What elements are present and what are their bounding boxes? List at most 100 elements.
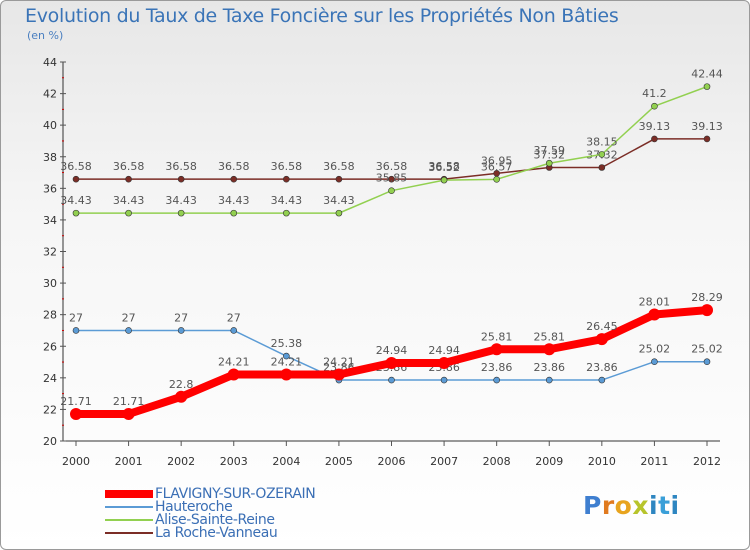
data-label: 37.59	[534, 144, 566, 157]
data-label: 21.71	[113, 395, 145, 408]
data-point	[493, 376, 500, 384]
proxiti-logo: Proxiti	[583, 491, 680, 520]
data-label: 36.58	[428, 160, 460, 173]
data-label: 34.43	[165, 194, 197, 207]
data-label: 36.58	[165, 160, 197, 173]
data-label: 37.32	[534, 148, 566, 161]
data-label: 34.43	[60, 194, 92, 207]
data-point	[72, 175, 80, 183]
data-point	[385, 356, 398, 369]
data-point	[545, 376, 553, 384]
data-point	[335, 209, 343, 217]
x-tick-label: 2005	[325, 455, 353, 468]
data-point	[438, 356, 451, 369]
data-label: 25.38	[271, 337, 303, 350]
data-point	[125, 175, 132, 183]
data-point	[72, 327, 80, 334]
legend-swatch	[105, 490, 153, 498]
data-point	[545, 159, 553, 167]
data-point	[230, 175, 238, 183]
data-label: 39.13	[691, 120, 723, 133]
legend-swatch	[105, 519, 153, 521]
data-label: 36.95	[481, 154, 513, 167]
data-point	[598, 151, 606, 158]
x-tick-label: 2002	[167, 455, 195, 468]
data-point	[283, 352, 290, 360]
legend-swatch	[105, 532, 153, 534]
data-label: 36.58	[60, 160, 92, 173]
data-point	[335, 175, 343, 183]
data-label: 25.02	[691, 343, 723, 356]
data-point	[125, 327, 132, 334]
data-point	[490, 343, 503, 356]
data-point	[703, 135, 711, 143]
data-label: 21.71	[60, 395, 92, 408]
data-label: 25.81	[481, 330, 513, 343]
x-tick-label: 2011	[640, 455, 668, 468]
data-point	[703, 358, 711, 366]
y-tick-label: 40	[43, 119, 57, 132]
data-label: 27	[69, 311, 83, 324]
data-label: 24.94	[376, 344, 408, 357]
data-point	[701, 304, 713, 317]
data-label: 38.15	[586, 135, 618, 148]
legend-label: Hauteroche	[155, 499, 233, 515]
y-tick-label: 32	[43, 246, 57, 259]
data-label: 25.81	[534, 330, 566, 343]
data-label: 36.58	[323, 160, 355, 173]
data-label: 36.58	[218, 160, 250, 173]
x-tick-label: 2008	[483, 455, 511, 468]
legend-label: La Roche-Vanneau	[155, 525, 278, 541]
y-tick-label: 20	[43, 435, 57, 448]
x-tick-label: 2003	[220, 455, 248, 468]
data-label: 24.94	[428, 344, 460, 357]
data-label: 34.43	[323, 194, 355, 207]
data-label: 27	[227, 311, 241, 324]
data-point	[388, 175, 395, 183]
data-label: 42.44	[691, 68, 723, 81]
data-point	[595, 333, 608, 346]
data-label: 22.8	[169, 378, 194, 391]
data-point	[283, 209, 290, 217]
data-label: 39.13	[639, 120, 671, 133]
data-label: 41.2	[642, 87, 667, 100]
data-point	[283, 175, 290, 183]
y-tick-label: 44	[43, 56, 57, 69]
data-point	[440, 376, 448, 384]
data-label: 27	[122, 311, 136, 324]
y-tick-label: 36	[43, 182, 57, 195]
data-point	[177, 209, 185, 217]
y-tick-label: 34	[43, 214, 57, 227]
x-tick-label: 2001	[115, 455, 143, 468]
data-label: 34.43	[113, 194, 145, 207]
data-point	[598, 376, 606, 384]
data-point	[598, 164, 606, 171]
y-tick-label: 30	[43, 277, 57, 290]
data-label: 36.57	[481, 160, 513, 173]
data-point	[648, 308, 661, 321]
data-point	[125, 209, 132, 217]
y-tick-label: 22	[43, 403, 57, 416]
data-point	[703, 83, 711, 90]
data-label: 34.43	[218, 194, 250, 207]
data-label: 36.58	[113, 160, 145, 173]
data-label: 36.52	[428, 161, 460, 174]
data-point	[543, 343, 556, 356]
data-point	[230, 209, 238, 217]
x-tick-label: 2007	[430, 455, 458, 468]
y-tick-label: 38	[43, 151, 57, 164]
data-point	[280, 368, 293, 381]
data-point	[227, 368, 240, 381]
data-label: 34.43	[271, 194, 303, 207]
data-point	[651, 358, 658, 366]
data-label: 25.02	[639, 343, 671, 356]
y-tick-label: 26	[43, 340, 57, 353]
data-label: 24.21	[218, 356, 250, 369]
data-label: 23.86	[586, 361, 618, 374]
data-label: 24.21	[323, 356, 355, 369]
x-tick-label: 2000	[62, 455, 90, 468]
data-point	[388, 187, 395, 195]
data-label: 23.86	[481, 361, 513, 374]
data-point	[651, 135, 658, 143]
